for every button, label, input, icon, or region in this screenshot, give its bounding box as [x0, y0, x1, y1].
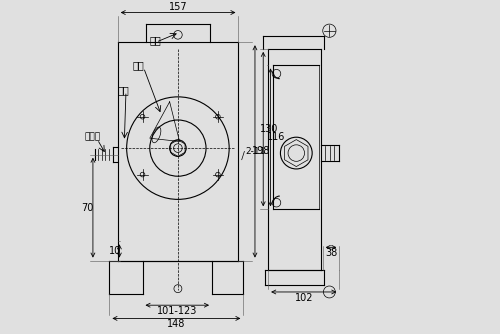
Text: 116: 116 — [268, 132, 285, 142]
Text: 198: 198 — [252, 146, 270, 156]
Text: 101-123: 101-123 — [157, 306, 198, 316]
Text: 出线口: 出线口 — [85, 132, 101, 141]
Text: 10: 10 — [110, 246, 122, 256]
Text: 2-11: 2-11 — [245, 147, 266, 156]
Text: 38: 38 — [325, 248, 337, 258]
Text: 130: 130 — [260, 124, 278, 134]
Text: 拉环: 拉环 — [149, 36, 161, 46]
Text: 102: 102 — [294, 293, 313, 303]
Text: 70: 70 — [81, 203, 93, 213]
Text: 157: 157 — [169, 2, 188, 12]
Text: 摇臂: 摇臂 — [132, 60, 144, 70]
Text: 壳体: 壳体 — [117, 85, 129, 95]
Text: 148: 148 — [167, 319, 186, 329]
